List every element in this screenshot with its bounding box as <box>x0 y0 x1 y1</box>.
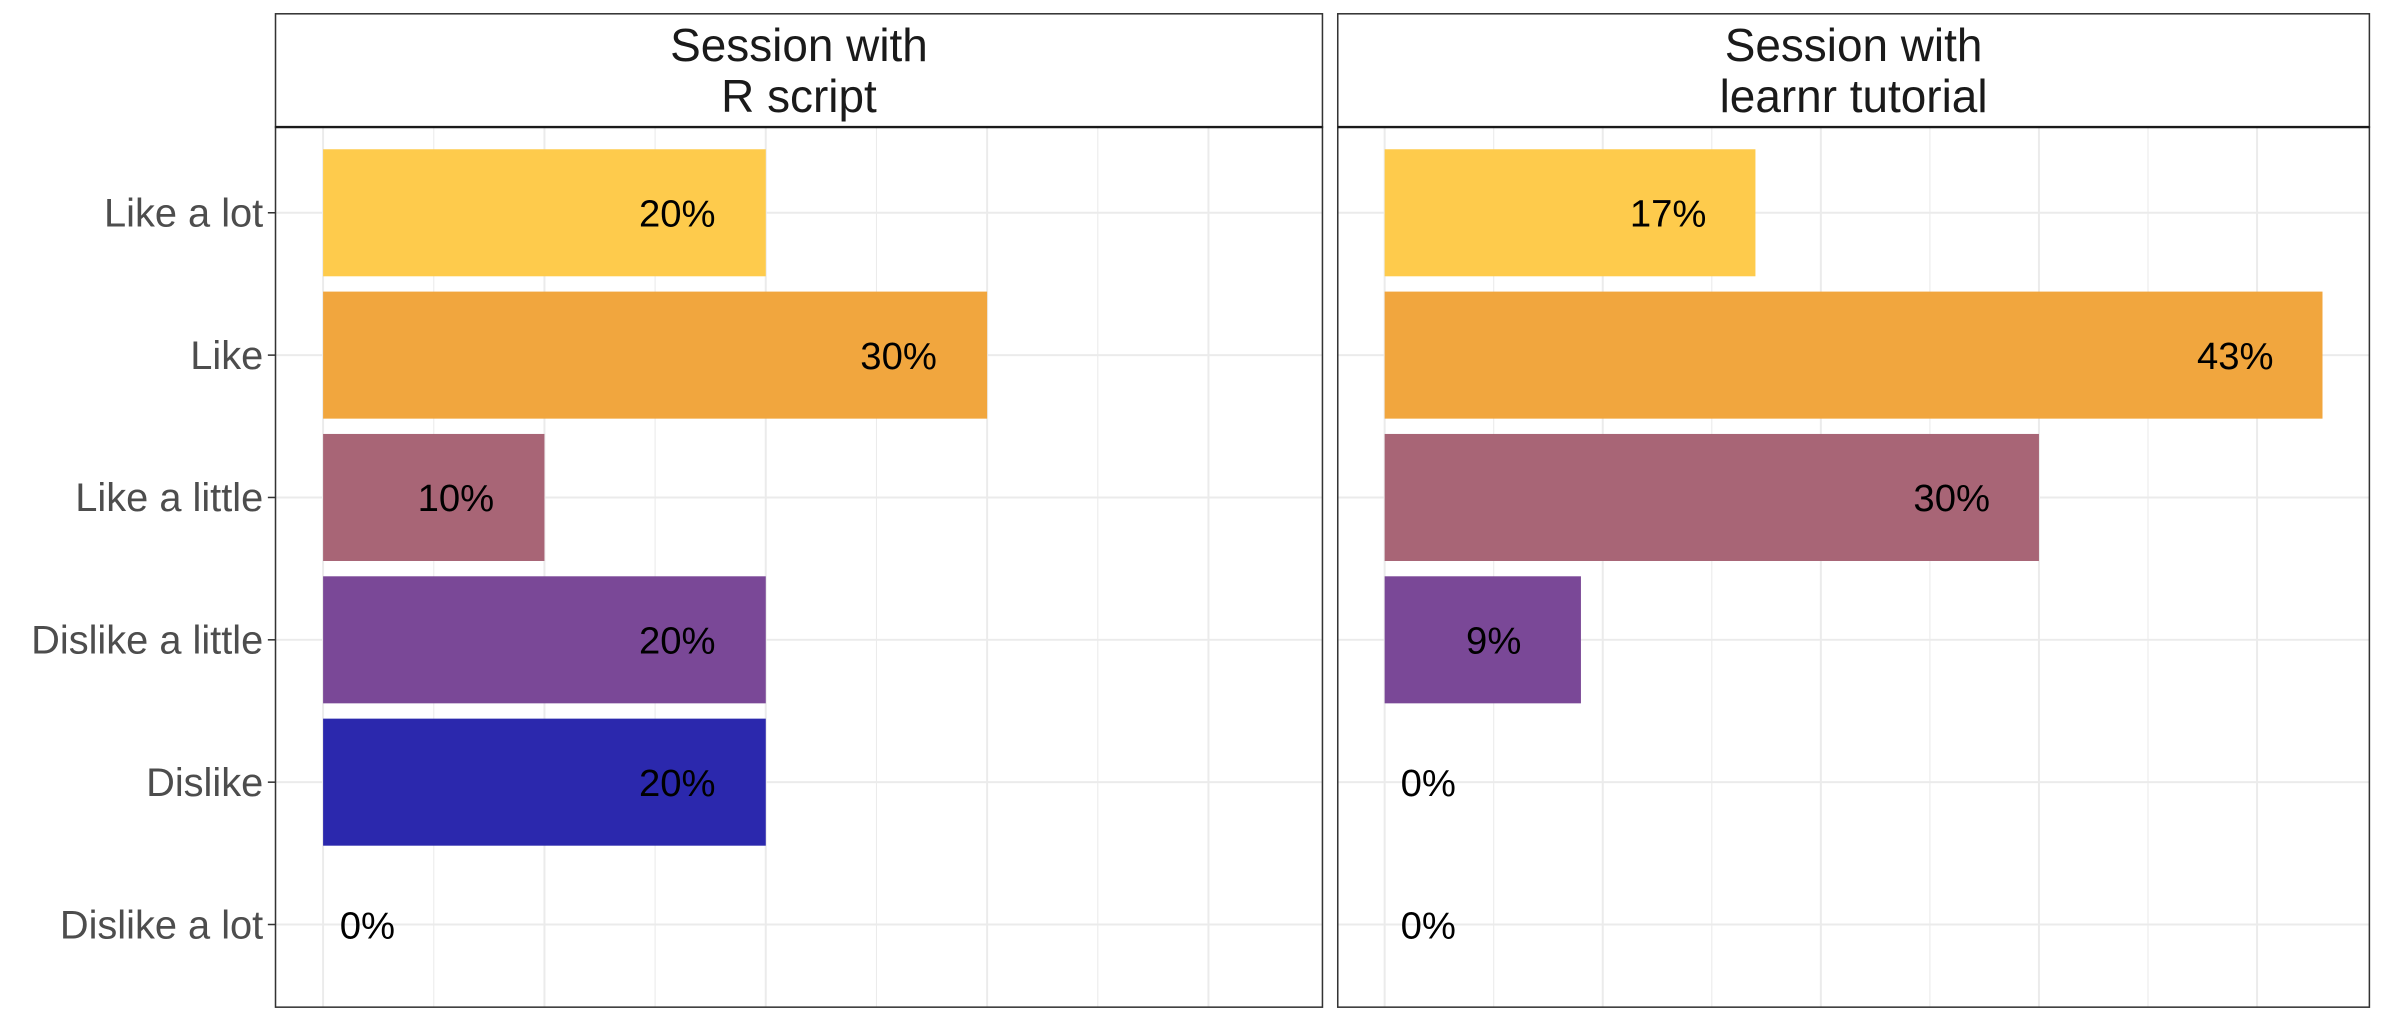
bar-value-label: 0% <box>1401 904 1456 947</box>
facet-strip <box>274 13 1324 128</box>
facet-title-line: Session with <box>670 19 928 71</box>
bar-like-a-little <box>323 433 545 561</box>
y-axis-label: Dislike <box>146 761 263 805</box>
bar-like-a-lot <box>1384 149 1756 277</box>
bar-dislike-a-little <box>323 576 766 704</box>
y-axis-label: Like a lot <box>104 192 263 236</box>
bar-value-label: 10% <box>418 477 495 520</box>
y-axis-label: Dislike a little <box>31 619 263 663</box>
facet-title-line: learnr tutorial <box>1720 70 1988 122</box>
bar-value-label: 20% <box>639 193 716 236</box>
bar-dislike <box>323 718 766 846</box>
bar-value-label: 17% <box>1630 193 1707 236</box>
facet-title-line: R script <box>721 70 877 122</box>
bar-value-label: 9% <box>1466 620 1521 663</box>
bar-value-label: 20% <box>639 620 716 663</box>
facet-title-line: Session with <box>1725 19 1983 71</box>
bar-value-label: 20% <box>639 762 716 805</box>
bar-value-label: 30% <box>1913 477 1990 520</box>
bar-dislike-a-little <box>1384 576 1581 704</box>
bar-like <box>1384 291 2323 419</box>
bar-like-a-little <box>1384 433 2039 561</box>
bar-value-label: 0% <box>1401 762 1456 805</box>
bar-value-label: 30% <box>860 335 937 378</box>
y-axis-label: Dislike a lot <box>60 903 263 947</box>
bar-value-label: 43% <box>2197 335 2274 378</box>
facet-strip <box>1336 13 2371 128</box>
bar-value-label: 0% <box>340 904 395 947</box>
y-axis-label: Like a little <box>75 476 263 520</box>
bar-like <box>323 291 988 419</box>
y-axis-label: Like <box>190 334 263 378</box>
bar-like-a-lot <box>323 149 766 277</box>
